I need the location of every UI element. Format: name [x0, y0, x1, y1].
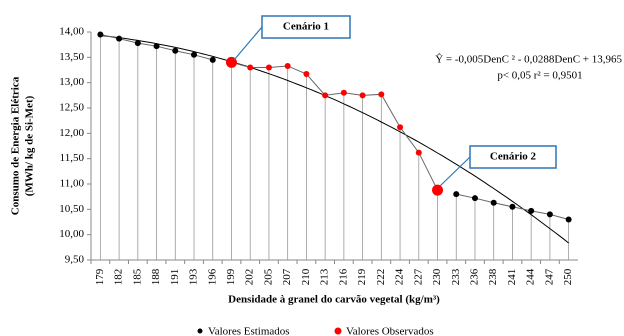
x-tick-label: 185: [131, 268, 143, 285]
y-axis-title: Consumo de Energia Elétrica (MWh/ kg de …: [10, 76, 36, 215]
data-point: [340, 89, 347, 96]
y-tick-label: 11,50: [60, 152, 85, 164]
data-point: [97, 31, 104, 38]
data-point: [565, 216, 572, 223]
x-tick-label: 219: [356, 268, 368, 285]
legend-label: Valores Estimados: [208, 326, 290, 336]
x-tick-label: 202: [244, 269, 256, 286]
x-tick-label: 205: [262, 268, 274, 285]
y-tick-label: 10,00: [59, 228, 84, 240]
x-tick-label: 207: [281, 268, 293, 285]
series-line: [231, 61, 438, 191]
data-point: [528, 207, 535, 214]
x-tick-label: 191: [169, 269, 181, 286]
callout-box: [261, 15, 351, 39]
equation-stats: p< 0,05 r² = 0,9501: [497, 70, 582, 82]
data-point: [546, 211, 553, 218]
data-point: [509, 203, 516, 210]
y-tick-label: 13,50: [59, 51, 84, 63]
data-point: [471, 195, 478, 202]
legend-marker: [334, 327, 342, 335]
data-point: [116, 35, 123, 42]
data-point: [397, 124, 404, 131]
x-tick-label: 216: [337, 268, 349, 285]
equation: Ŷ = -0,005DenC ² - 0,0288DenC + 13,965: [435, 54, 622, 66]
data-point: [284, 62, 291, 69]
x-axis-title: Densidade à granel do carvão vegetal (kg…: [228, 294, 440, 306]
y-tick-label: 12,50: [59, 102, 84, 114]
y-tick-label: 9,50: [65, 254, 85, 266]
x-tick-label: 222: [375, 269, 387, 286]
y-tick-label: 11,00: [60, 178, 85, 190]
x-tick-label: 224: [394, 268, 406, 285]
data-point: [415, 149, 422, 156]
x-tick-label: 241: [506, 269, 518, 286]
callout-arrow: [439, 156, 471, 187]
x-tick-label: 250: [562, 268, 574, 285]
data-point: [490, 199, 497, 206]
data-point: [134, 40, 141, 47]
y-tick-label: 13,00: [59, 76, 84, 88]
x-tick-label: 196: [206, 268, 218, 285]
data-point: [432, 184, 444, 196]
y-tick-label: 14,00: [59, 26, 84, 38]
x-tick-label: 238: [487, 268, 499, 285]
data-point: [265, 64, 272, 71]
legend: Valores Estimados Valores Observados: [197, 326, 434, 336]
data-point: [322, 92, 329, 99]
data-point: [378, 91, 385, 98]
data-point: [209, 56, 216, 63]
data-point: [153, 43, 160, 50]
legend-marker: [197, 328, 203, 334]
x-tick-label: 244: [525, 268, 537, 285]
x-tick-label: 188: [150, 268, 162, 285]
callout-box: [469, 145, 557, 169]
data-point: [453, 191, 460, 198]
x-tick-label: 233: [450, 268, 462, 285]
x-tick-label: 199: [225, 268, 237, 285]
y-title-line: (MWh/ kg de Si-Met): [24, 95, 36, 196]
x-tick-label: 179: [94, 268, 106, 285]
x-tick-label: 227: [412, 268, 424, 285]
data-point: [247, 64, 254, 71]
callout-text: Cenário 1: [283, 21, 329, 33]
x-tick-label: 182: [113, 269, 125, 286]
legend-label: Valores Observados: [346, 326, 434, 336]
y-tick-label: 10,50: [59, 203, 84, 215]
x-tick-label: 236: [469, 268, 481, 285]
y-tick-label: 12,00: [59, 127, 84, 139]
x-tick-label: 247: [543, 268, 555, 285]
data-point: [303, 71, 310, 78]
callout-arrow: [233, 26, 263, 61]
callout-text: Cenário 2: [490, 151, 537, 163]
data-point: [191, 51, 198, 58]
x-tick-label: 193: [188, 268, 200, 285]
data-point: [359, 92, 366, 99]
x-tick-label: 213: [319, 268, 331, 285]
x-tick-label: 230: [431, 268, 443, 285]
y-title-line: Consumo de Energia Elétrica: [10, 76, 22, 215]
data-point: [172, 47, 179, 54]
trend-curve: [100, 35, 569, 244]
x-tick-label: 210: [300, 268, 312, 285]
